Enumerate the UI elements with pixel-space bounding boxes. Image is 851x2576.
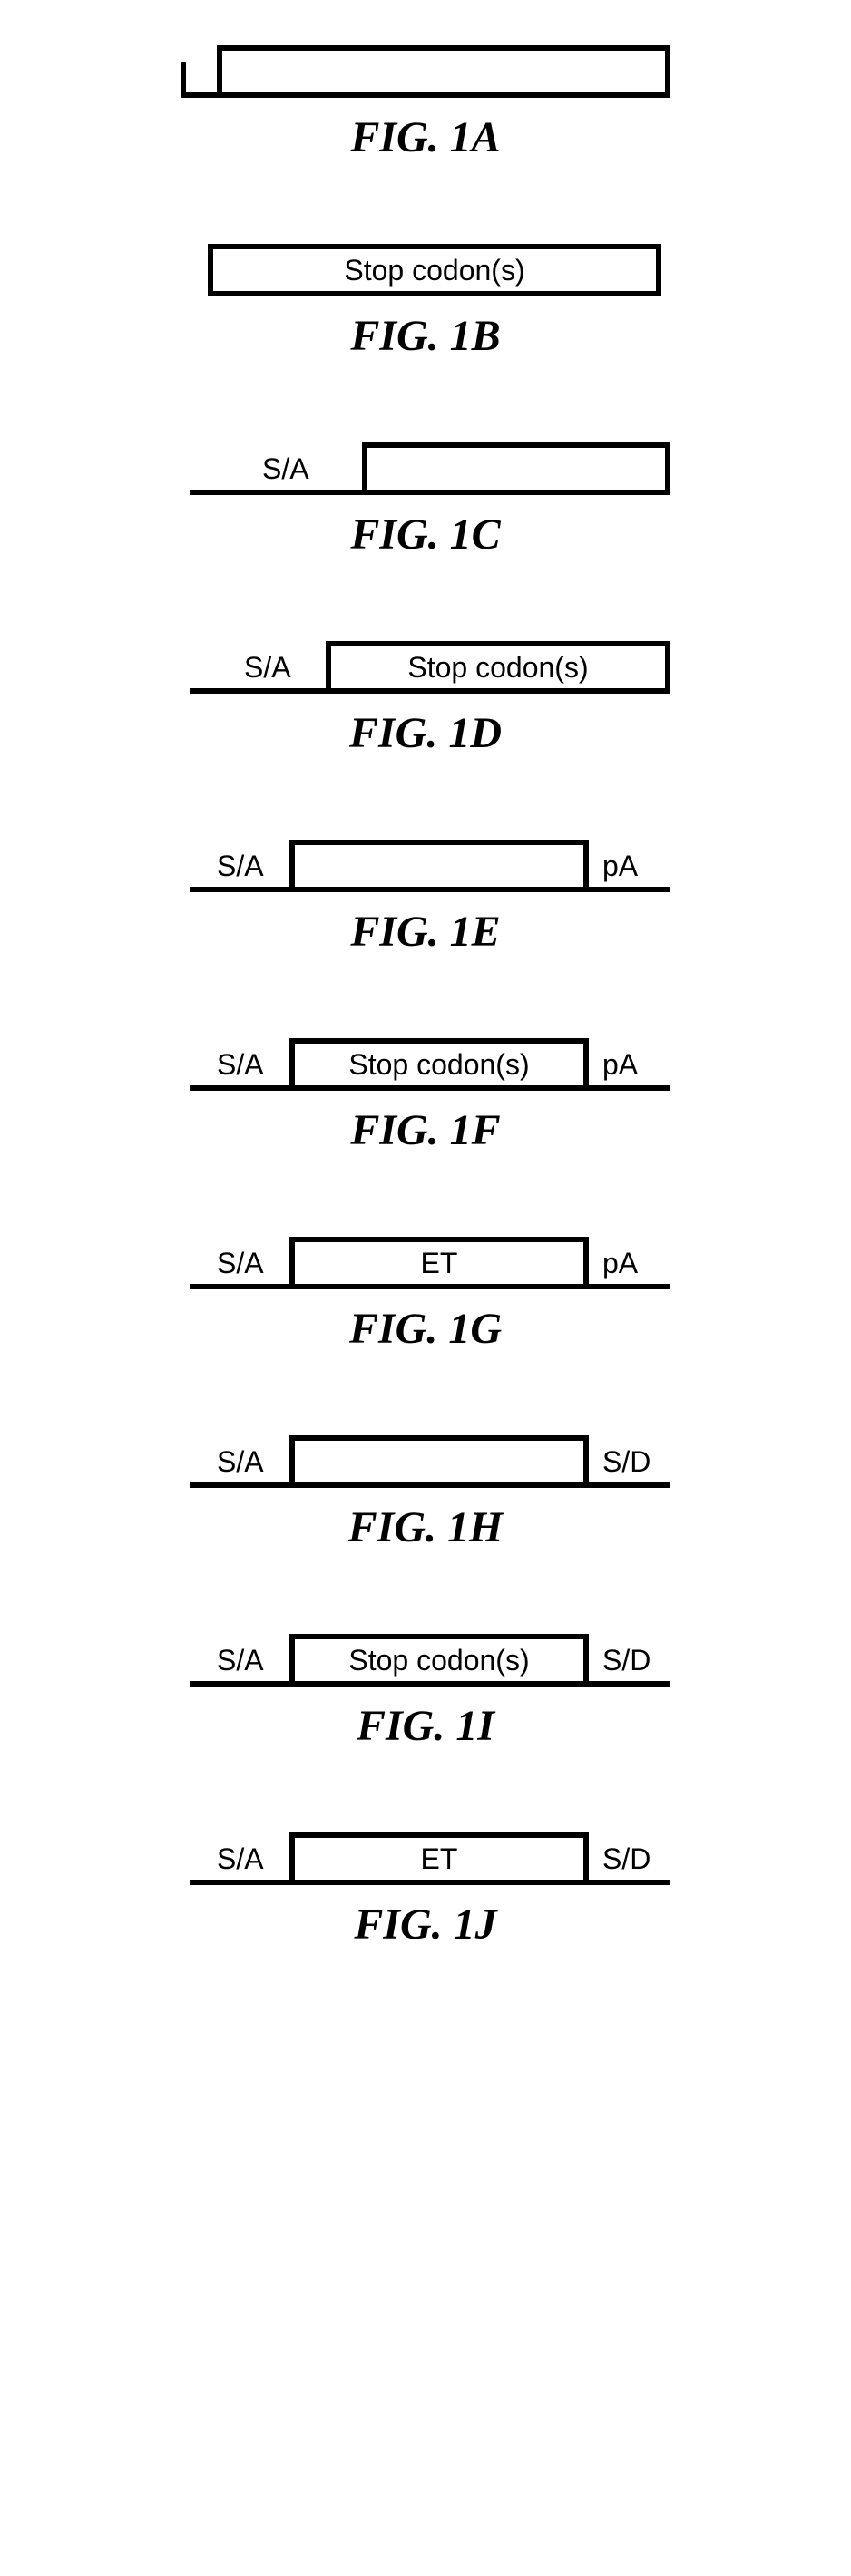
fig-1j-construct: ET S/A S/D [153, 1823, 698, 1894]
fig-1f: Stop codon(s) S/A pA FIG. 1F [153, 1029, 698, 1155]
fig-1b-box-0-label: Stop codon(s) [344, 254, 524, 287]
fig-1a-caption: FIG. 1A [153, 112, 698, 162]
fig-1d-side-label-0: S/A [244, 651, 291, 685]
fig-1g-construct: ET S/A pA [153, 1228, 698, 1298]
fig-1j-side-label-1: S/D [602, 1842, 650, 1876]
fig-1e-side-label-0: S/A [217, 850, 264, 883]
fig-1a-construct [153, 36, 698, 107]
fig-1a-left-notch [181, 62, 186, 98]
fig-1d-box-0: Stop codon(s) [326, 641, 670, 694]
fig-1b-caption: FIG. 1B [153, 311, 698, 361]
fig-1j: ET S/A S/D FIG. 1J [153, 1823, 698, 1949]
fig-1e-construct: S/A pA [153, 831, 698, 901]
fig-1c: S/A FIG. 1C [153, 433, 698, 559]
fig-1g: ET S/A pA FIG. 1G [153, 1228, 698, 1354]
fig-1i-caption: FIG. 1I [153, 1701, 698, 1751]
fig-1d: Stop codon(s) S/A FIG. 1D [153, 632, 698, 758]
fig-1f-side-label-1: pA [602, 1048, 638, 1082]
fig-1i-box-0-label: Stop codon(s) [348, 1644, 529, 1677]
fig-1f-box-0-label: Stop codon(s) [348, 1048, 529, 1082]
fig-1b-construct: Stop codon(s) [153, 235, 698, 306]
figures-container: FIG. 1A Stop codon(s) FIG. 1B S/A FIG. 1C Sto… [18, 36, 833, 1949]
fig-1j-box-0: ET [289, 1832, 589, 1885]
fig-1a: FIG. 1A [153, 36, 698, 162]
fig-1c-side-label-0: S/A [262, 452, 309, 486]
fig-1f-construct: Stop codon(s) S/A pA [153, 1029, 698, 1100]
fig-1c-caption: FIG. 1C [153, 510, 698, 559]
fig-1h-caption: FIG. 1H [153, 1502, 698, 1552]
fig-1c-box-0 [362, 442, 670, 495]
fig-1j-box-0-label: ET [421, 1842, 458, 1876]
fig-1d-caption: FIG. 1D [153, 708, 698, 758]
fig-1i-construct: Stop codon(s) S/A S/D [153, 1625, 698, 1696]
fig-1f-side-label-0: S/A [217, 1048, 264, 1082]
fig-1e: S/A pA FIG. 1E [153, 831, 698, 957]
fig-1h-box-0 [289, 1435, 589, 1488]
fig-1g-box-0-label: ET [421, 1247, 458, 1280]
fig-1e-side-label-1: pA [602, 850, 638, 883]
fig-1e-caption: FIG. 1E [153, 907, 698, 957]
fig-1h-construct: S/A S/D [153, 1426, 698, 1497]
fig-1g-caption: FIG. 1G [153, 1304, 698, 1354]
fig-1i: Stop codon(s) S/A S/D FIG. 1I [153, 1625, 698, 1751]
fig-1j-caption: FIG. 1J [153, 1900, 698, 1949]
fig-1d-construct: Stop codon(s) S/A [153, 632, 698, 703]
fig-1a-box-0 [217, 45, 670, 98]
fig-1f-caption: FIG. 1F [153, 1105, 698, 1155]
fig-1d-box-0-label: Stop codon(s) [407, 651, 588, 685]
fig-1h: S/A S/D FIG. 1H [153, 1426, 698, 1552]
fig-1e-box-0 [289, 840, 589, 892]
fig-1f-box-0: Stop codon(s) [289, 1038, 589, 1091]
fig-1h-side-label-0: S/A [217, 1445, 264, 1479]
fig-1g-box-0: ET [289, 1237, 589, 1289]
fig-1b: Stop codon(s) FIG. 1B [153, 235, 698, 361]
fig-1i-side-label-1: S/D [602, 1644, 650, 1677]
fig-1g-side-label-1: pA [602, 1247, 638, 1280]
fig-1b-box-0: Stop codon(s) [208, 244, 661, 296]
fig-1c-construct: S/A [153, 433, 698, 504]
fig-1j-side-label-0: S/A [217, 1842, 264, 1876]
fig-1g-side-label-0: S/A [217, 1247, 264, 1280]
fig-1h-side-label-1: S/D [602, 1445, 650, 1479]
fig-1i-box-0: Stop codon(s) [289, 1634, 589, 1687]
fig-1i-side-label-0: S/A [217, 1644, 264, 1677]
